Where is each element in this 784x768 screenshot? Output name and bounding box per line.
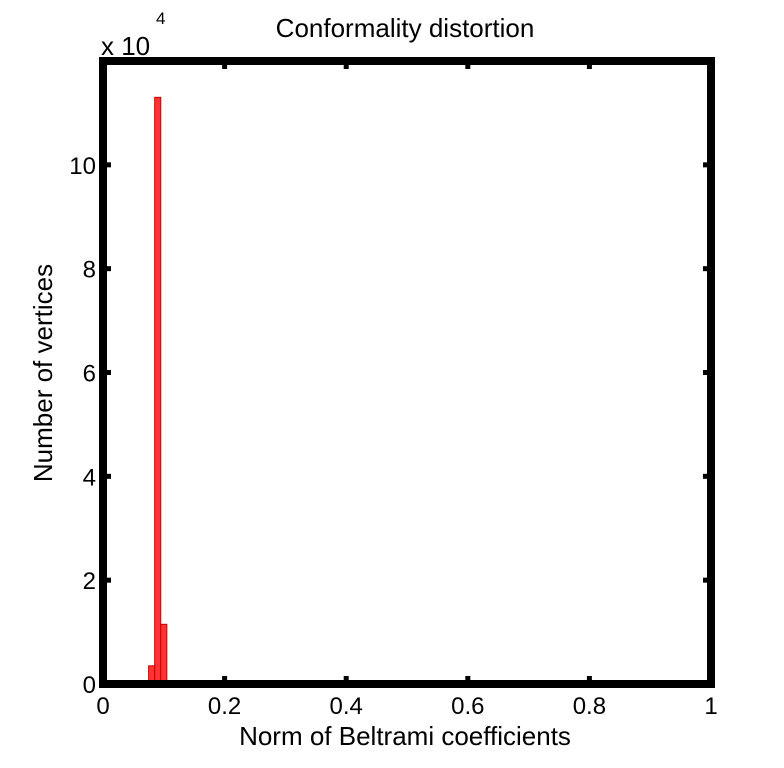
x-tick-label: 0: [96, 693, 109, 720]
chart-title: Conformality distortion: [276, 13, 535, 43]
y-multiplier-exponent: 4: [156, 9, 165, 28]
x-tick-label: 0.2: [208, 693, 241, 720]
y-tick-label: 4: [83, 464, 96, 491]
y-tick-label: 0: [83, 672, 96, 699]
x-tick-label: 1: [704, 693, 717, 720]
bars-group: [148, 96, 168, 685]
x-tick-label: 0.6: [451, 693, 484, 720]
tick-marks-group: [100, 61, 714, 687]
y-tick-label: 10: [69, 153, 96, 180]
plot-frame: [99, 57, 715, 688]
y-axis-label: Number of vertices: [28, 264, 58, 482]
histogram-bar: [154, 96, 162, 685]
x-axis-label: Norm of Beltrami coefficients: [239, 721, 571, 751]
y-tick-label: 8: [83, 257, 96, 284]
y-tick-label: 2: [83, 568, 96, 595]
x-tick-label: 0.4: [330, 693, 363, 720]
y-multiplier-label: x 10: [101, 31, 150, 61]
x-tick-label: 0.8: [573, 693, 606, 720]
histogram-bar: [160, 623, 168, 685]
y-tick-label: 6: [83, 361, 96, 388]
